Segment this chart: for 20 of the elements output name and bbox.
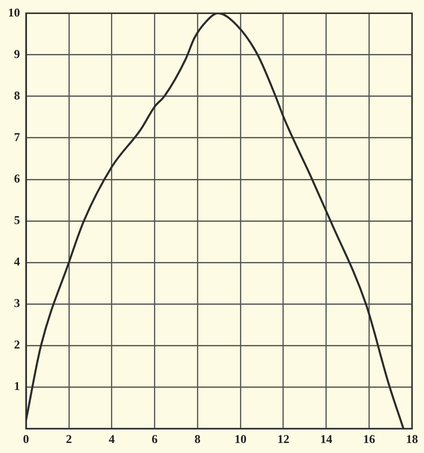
y-tick-label: 10 (8, 5, 20, 20)
y-tick-label: 1 (14, 379, 20, 394)
y-tick-label: 3 (14, 296, 20, 310)
y-tick-label: 7 (14, 130, 20, 144)
y-tick-label: 4 (14, 254, 20, 269)
y-tick-label: 8 (14, 88, 20, 102)
x-tick-label: 4 (108, 432, 115, 446)
x-tick-label: 2 (66, 432, 72, 446)
x-tick-label: 16 (363, 432, 376, 446)
y-tick-label: 5 (14, 212, 20, 227)
y-tick-label: 9 (14, 46, 20, 61)
x-tick-label: 14 (320, 432, 332, 446)
x-tick-label: 0 (23, 432, 29, 446)
x-tick-label: 8 (194, 432, 201, 446)
x-tick-label: 18 (406, 432, 418, 446)
x-tick-label: 10 (234, 432, 246, 446)
x-tick-label: 6 (152, 432, 158, 446)
y-tick-label: 2 (14, 338, 20, 352)
x-tick-label: 12 (277, 432, 290, 446)
y-tick-label: 6 (14, 171, 20, 186)
